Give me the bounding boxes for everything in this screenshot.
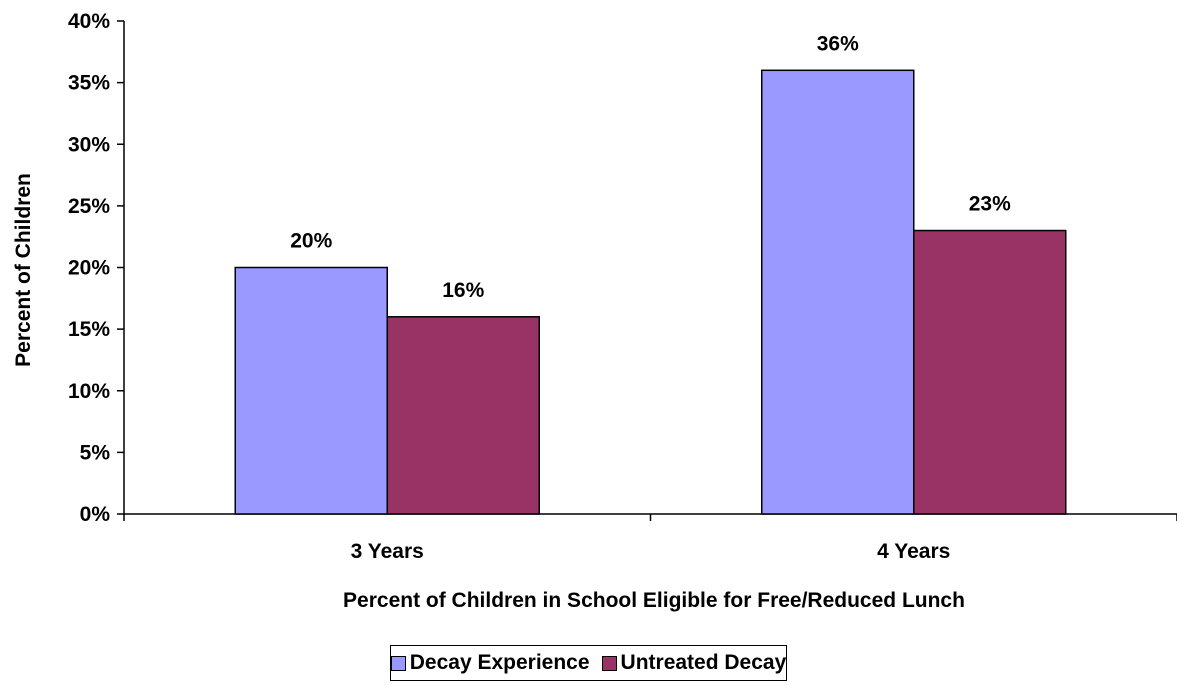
data-label-untreated-decay: 23% <box>969 193 1011 216</box>
x-tick-label: 4 Years <box>877 540 950 563</box>
x-tick-label: 3 Years <box>351 540 424 563</box>
legend-label-untreated-decay: Untreated Decay <box>620 651 787 674</box>
bar-untreated-decay <box>386 316 540 515</box>
y-tick-label: 5% <box>80 441 111 464</box>
legend-entry-untreated-decay: Untreated Decay <box>601 651 787 675</box>
y-tick-label: 25% <box>68 195 110 218</box>
x-axis-label: Percent of Children in School Eligible f… <box>343 589 965 612</box>
data-label-decay-experience: 36% <box>817 32 859 55</box>
legend-swatch-untreated-decay <box>601 655 617 671</box>
bar-decay-experience <box>761 69 915 515</box>
bar-untreated-decay <box>913 229 1067 515</box>
bar-decay-experience <box>234 266 388 515</box>
y-tick-label: 40% <box>68 10 110 33</box>
y-tick-label: 15% <box>68 318 110 341</box>
legend-swatch-decay-experience <box>390 655 406 671</box>
y-tick-label: 20% <box>68 257 110 280</box>
data-label-untreated-decay: 16% <box>442 279 484 302</box>
y-tick-label: 30% <box>68 133 110 156</box>
y-tick-label: 0% <box>80 503 111 526</box>
legend: Decay Experience Untreated Decay <box>390 645 787 681</box>
legend-label-decay-experience: Decay Experience <box>409 651 590 674</box>
y-tick-label: 10% <box>68 380 110 403</box>
legend-entry-decay-experience: Decay Experience <box>390 651 590 675</box>
bar-chart: 0% 5% 10% 15% 20% 25% 30% 35% 40% 20% 16% 3 Years 36… <box>12 10 1177 612</box>
y-axis-label: Percent of Children <box>12 173 35 367</box>
data-label-decay-experience: 20% <box>290 230 332 253</box>
y-tick-label: 35% <box>68 72 110 95</box>
